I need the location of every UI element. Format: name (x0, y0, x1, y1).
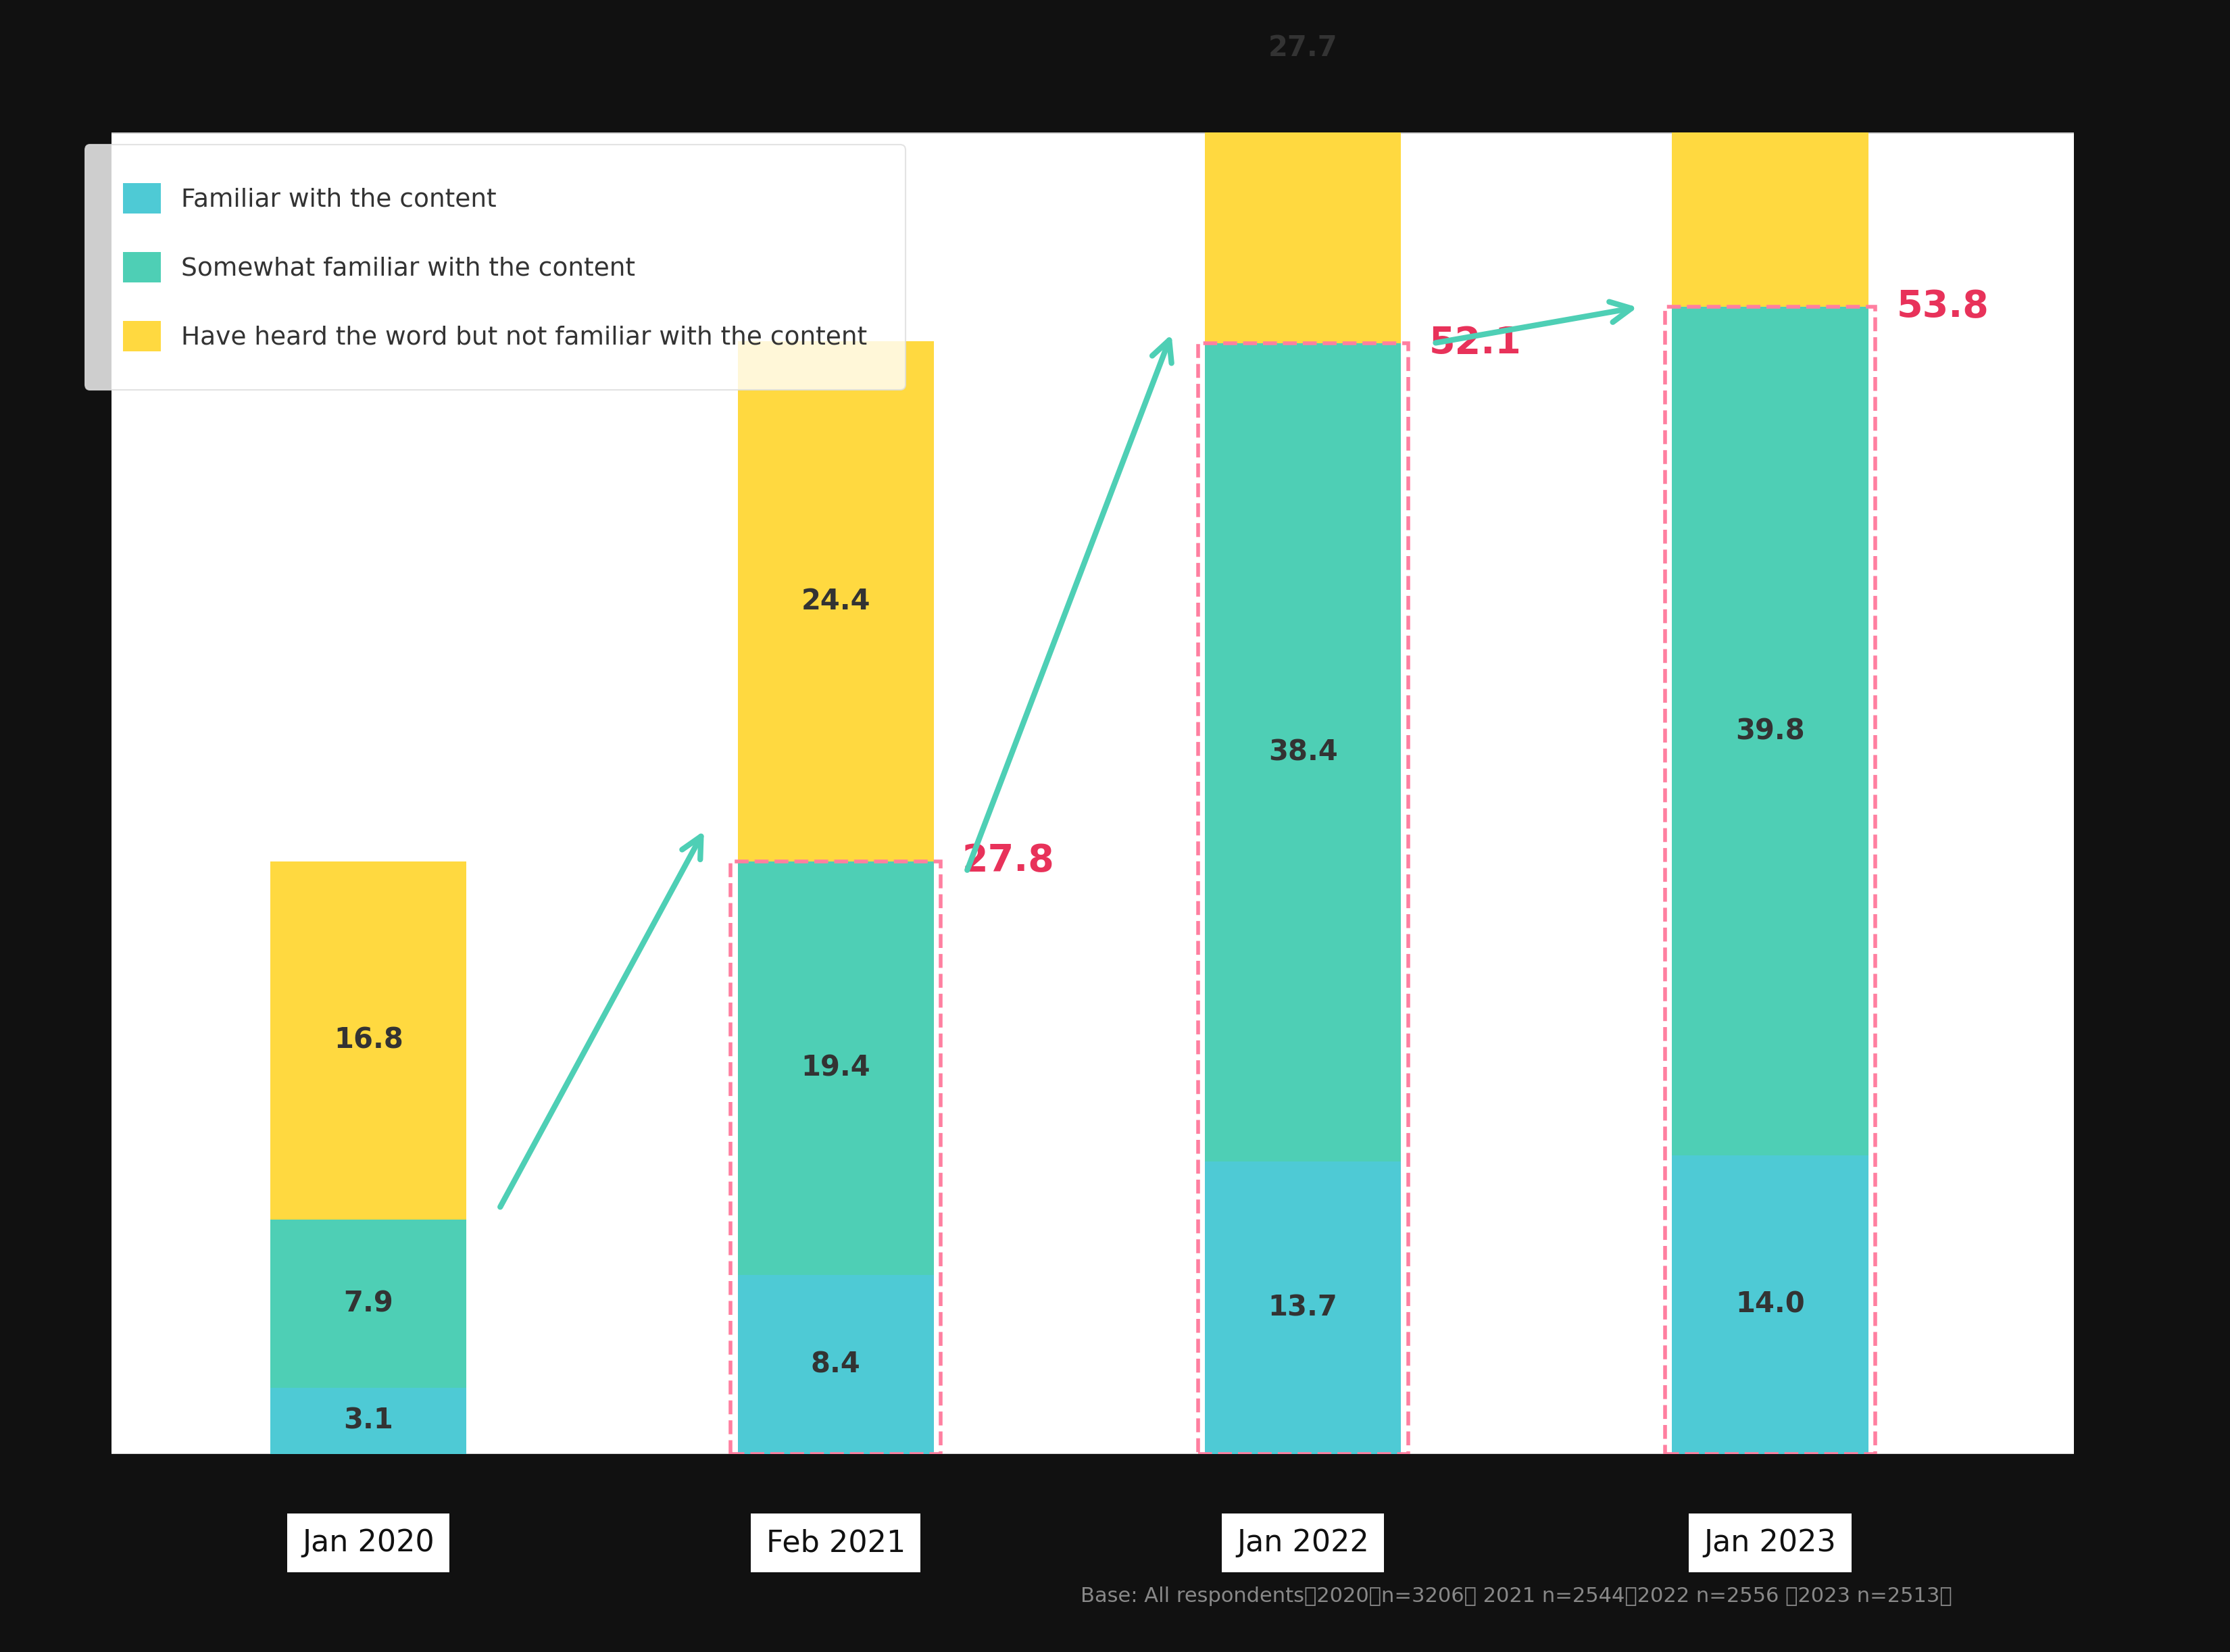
Bar (1672, 307, 1869, 1155)
Text: Jan 2022: Jan 2022 (1238, 1528, 1369, 1558)
Text: 14.0: 14.0 (1735, 1290, 1804, 1318)
Bar (1666, 307, 1875, 1454)
Text: 53.8: 53.8 (1896, 289, 1989, 325)
Bar (1204, 344, 1400, 1161)
Bar (1198, 344, 1407, 1454)
Text: 3.1: 3.1 (343, 1406, 392, 1436)
Bar (1204, 1161, 1400, 1454)
Text: 8.4: 8.4 (812, 1350, 861, 1378)
Bar (1204, 0, 1400, 344)
Bar (270, 1388, 466, 1454)
Text: Base: All respondents（2020　n=3206／ 2021 n=2544／2022 n=2556 ／2023 n=2513）: Base: All respondents（2020 n=3206／ 2021 … (1082, 1586, 1951, 1606)
Legend: Familiar with the content, Somewhat familiar with the content, Have heard the wo: Familiar with the content, Somewhat fami… (85, 145, 905, 390)
Text: 13.7: 13.7 (1269, 1294, 1338, 1322)
Text: 24.4: 24.4 (801, 586, 870, 615)
Bar (1672, 0, 1869, 307)
Bar (731, 861, 941, 1454)
Text: 52.1: 52.1 (1429, 325, 1521, 362)
Text: 39.8: 39.8 (1735, 717, 1804, 745)
Text: 29.9: 29.9 (1735, 0, 1804, 2)
Bar (738, 861, 934, 1275)
Bar (270, 861, 466, 1219)
Text: Feb 2021: Feb 2021 (767, 1528, 905, 1558)
Text: 38.4: 38.4 (1269, 738, 1338, 767)
Text: 19.4: 19.4 (801, 1054, 870, 1082)
Bar (738, 340, 934, 861)
Text: 27.7: 27.7 (1269, 33, 1338, 63)
Bar (738, 1275, 934, 1454)
Text: 16.8: 16.8 (334, 1026, 404, 1054)
Bar (1672, 1155, 1869, 1454)
Text: Jan 2020: Jan 2020 (303, 1528, 435, 1558)
Text: 7.9: 7.9 (343, 1289, 392, 1318)
Bar (270, 1219, 466, 1388)
Text: Jan 2023: Jan 2023 (1704, 1528, 1835, 1558)
Text: 27.8: 27.8 (961, 843, 1055, 879)
